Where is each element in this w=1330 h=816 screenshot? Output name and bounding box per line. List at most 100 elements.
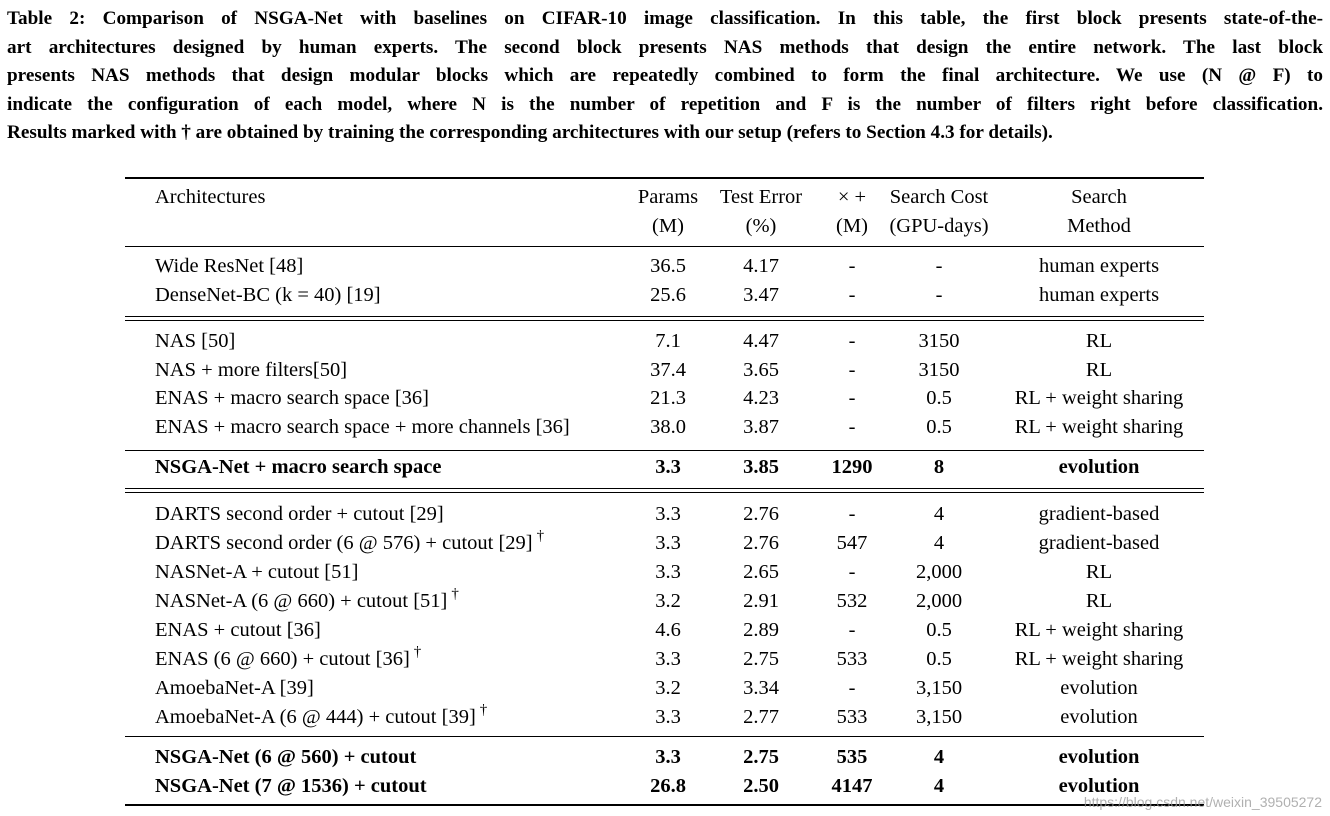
row-architecture: DARTS second order + cutout [29] <box>155 503 444 525</box>
row-params: 3.3 <box>655 503 681 525</box>
row-macs: - <box>848 416 856 438</box>
row-test-error: 3.47 <box>743 284 779 306</box>
row-search-cost: 2,000 <box>915 590 963 612</box>
row-macs: 535 <box>836 746 868 768</box>
row-macs: - <box>848 359 856 381</box>
row-params: 3.3 <box>655 648 681 670</box>
row-params: 3.3 <box>655 706 681 728</box>
row-test-error: 3.85 <box>743 456 779 478</box>
row-search-method: evolution <box>1058 775 1140 797</box>
row-search-cost: 4 <box>933 503 945 525</box>
row-params: 7.1 <box>655 330 681 352</box>
watermark-url: https://blog.csdn.net/weixin_39505272 <box>1083 794 1322 810</box>
table-row: DenseNet-BC (k = 40) [19] 25.6 3.47 - - human… <box>125 281 1204 310</box>
table-row: ENAS + macro search space [36] 21.3 4.23 - 0… <box>125 384 1204 413</box>
header-row-1: Architectures Params Test Error × + Sear… <box>125 183 1204 212</box>
row-macs: - <box>848 330 856 352</box>
row-architecture: NSGA-Net + macro search space <box>155 456 442 478</box>
header-params-unit: (M) <box>652 215 684 237</box>
header-method-unit: Method <box>1067 215 1131 237</box>
row-search-cost: 3,150 <box>915 706 963 728</box>
row-search-method: RL + weight sharing <box>1014 619 1184 641</box>
block-rule <box>125 316 1204 317</box>
row-search-cost: 2,000 <box>915 561 963 583</box>
row-test-error: 2.76 <box>743 532 779 554</box>
row-architecture: ENAS + macro search space [36] <box>155 387 429 409</box>
row-architecture: NSGA-Net (6 @ 560) + cutout <box>155 746 417 768</box>
row-macs: 533 <box>836 648 868 670</box>
row-architecture: NASNet-A (6 @ 660) + cutout [51] † <box>155 586 459 612</box>
header-params: Params <box>637 186 699 208</box>
row-params: 25.6 <box>650 284 686 306</box>
row-architecture: Wide ResNet [48] <box>155 255 304 277</box>
row-architecture: AmoebaNet-A [39] <box>155 677 314 699</box>
dagger-mark: † <box>413 644 422 660</box>
row-search-cost: 0.5 <box>926 648 952 670</box>
row-search-method: evolution <box>1060 677 1138 699</box>
row-macs: - <box>848 561 856 583</box>
row-params: 38.0 <box>650 416 686 438</box>
row-macs: - <box>848 255 856 277</box>
table-row: ENAS + cutout [36] 4.6 2.89 - 0.5 RL + weight… <box>125 616 1204 645</box>
row-search-method: evolution <box>1060 706 1138 728</box>
bottom-rule <box>125 804 1204 806</box>
table-row: Wide ResNet [48] 36.5 4.17 - - human experts <box>125 252 1204 281</box>
dagger-mark: † <box>451 586 459 602</box>
block-rule <box>125 492 1204 493</box>
table-row: DARTS second order + cutout [29] 3.3 2.76 -… <box>125 500 1204 529</box>
row-architecture: AmoebaNet-A (6 @ 444) + cutout [39] † <box>155 702 488 728</box>
row-search-method: RL + weight sharing <box>1014 387 1184 409</box>
row-macs: 532 <box>836 590 868 612</box>
table-row: ENAS + macro search space + more channel… <box>125 413 1204 442</box>
row-search-method: evolution <box>1058 456 1140 478</box>
header-macs-unit: (M) <box>836 215 868 237</box>
row-search-method: RL <box>1085 330 1113 352</box>
caption-line: Results marked with † are obtained by tr… <box>7 122 1053 144</box>
row-architecture: DenseNet-BC (k = 40) [19] <box>155 284 381 306</box>
row-search-cost: 4 <box>933 775 945 797</box>
header-macs: × + <box>837 186 867 208</box>
row-search-cost: 8 <box>933 456 945 478</box>
row-architecture: ENAS + macro search space + more channel… <box>155 416 570 438</box>
table-row: NASNet-A (6 @ 660) + cutout [51] † 3.2 2.91… <box>125 586 1204 616</box>
row-macs: - <box>848 387 856 409</box>
row-search-method: gradient-based <box>1038 532 1160 554</box>
table-row: ENAS (6 @ 660) + cutout [36] † 3.3 2.75 533 0… <box>125 644 1204 674</box>
row-params: 3.2 <box>655 677 681 699</box>
table-row: NSGA-Net (6 @ 560) + cutout 3.3 2.75 535 4 ev… <box>125 743 1204 772</box>
row-test-error: 2.89 <box>743 619 779 641</box>
block-rule <box>125 736 1204 737</box>
row-architecture: NSGA-Net (7 @ 1536) + cutout <box>155 775 427 797</box>
row-params: 3.3 <box>655 561 681 583</box>
row-test-error: 2.75 <box>743 648 779 670</box>
header-cost: Search Cost <box>889 186 989 208</box>
row-search-cost: 4 <box>933 746 945 768</box>
row-architecture: NAS + more filters[50] <box>155 359 348 381</box>
table-row: NASNet-A + cutout [51] 3.3 2.65 - 2,000 RL <box>125 558 1204 587</box>
table-row: NSGA-Net + macro search space 3.3 3.85 1290… <box>125 453 1204 482</box>
row-params: 3.3 <box>655 456 681 478</box>
row-params: 3.3 <box>655 532 681 554</box>
block-rule <box>125 320 1204 321</box>
row-architecture: DARTS second order (6 @ 576) + cutout [2… <box>155 528 545 554</box>
row-architecture: ENAS (6 @ 660) + cutout [36] † <box>155 644 422 670</box>
row-macs: - <box>848 677 856 699</box>
header-method: Search <box>1071 186 1127 208</box>
header-error: Test Error <box>719 186 803 208</box>
row-macs: - <box>848 284 856 306</box>
block-rule <box>125 450 1204 451</box>
row-test-error: 4.47 <box>743 330 779 352</box>
row-params: 4.6 <box>655 619 681 641</box>
dagger-mark: † <box>536 528 545 544</box>
row-architecture: NASNet-A + cutout [51] <box>155 561 359 583</box>
row-params: 26.8 <box>650 775 686 797</box>
block-rule <box>125 488 1204 489</box>
row-params: 3.3 <box>655 746 681 768</box>
row-architecture: NAS [50] <box>155 330 236 352</box>
header-architectures: Architectures <box>155 186 266 208</box>
table-row: NAS [50] 7.1 4.47 - 3150 RL <box>125 327 1204 356</box>
table-row: AmoebaNet-A (6 @ 444) + cutout [39] † 3.3 2… <box>125 702 1204 732</box>
row-test-error: 4.17 <box>743 255 779 277</box>
row-test-error: 2.76 <box>743 503 779 525</box>
header-rule <box>125 246 1204 247</box>
